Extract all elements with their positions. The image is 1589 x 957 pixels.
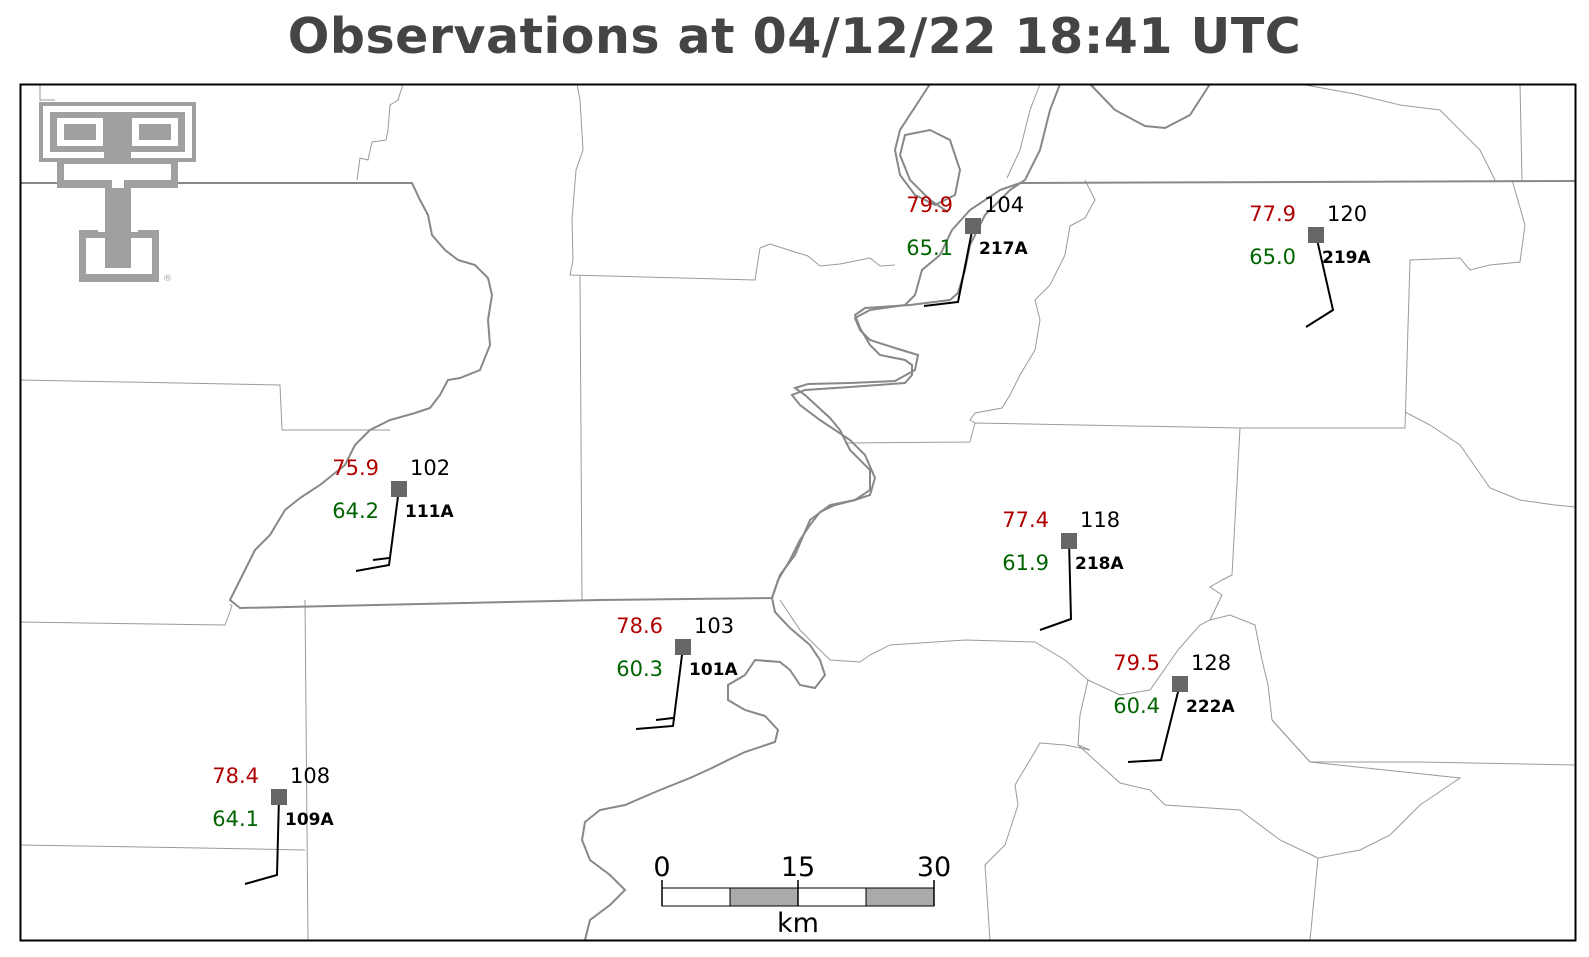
station-109A[interactable]: 78.4 108 64.1 109A [212,764,334,885]
station-id-label: 218A [1075,554,1124,574]
station-id-label: 222A [1186,697,1235,717]
station-222A[interactable]: 79.5 128 60.4 222A [1113,651,1235,763]
wind-barb [355,488,400,572]
wind-barb [1039,540,1073,631]
page-title: Observations at 04/12/22 18:41 UTC [287,8,1302,65]
station-marker[interactable] [675,639,691,655]
station-id-label: 109A [285,810,334,830]
station-id-label: 111A [405,502,454,522]
pressure-label: 128 [1191,651,1231,675]
station-217A[interactable]: 79.9 104 65.1 217A [906,193,1028,307]
county-boundaries [19,83,1576,941]
pressure-label: 102 [410,456,450,480]
station-plots: 79.9 104 65.1 217A 77.9 120 65.0 219A 75.9 102 64.… [212,193,1371,885]
dewpoint-label: 64.2 [332,499,379,523]
station-218A[interactable]: 77.4 118 61.9 218A [1002,508,1124,631]
wind-barb [1305,234,1335,328]
temperature-label: 77.4 [1002,508,1049,532]
station-marker[interactable] [1308,227,1324,243]
station-id-label: 219A [1322,248,1371,268]
registered-mark: ® [163,274,172,284]
pressure-label: 120 [1327,202,1367,226]
dewpoint-label: 65.0 [1249,245,1296,269]
scale-tick-15: 15 [781,852,815,883]
station-id-label: 217A [979,239,1028,259]
station-marker[interactable] [271,789,287,805]
pressure-label: 108 [290,764,330,788]
dewpoint-label: 60.3 [616,657,663,681]
station-id-label: 101A [689,660,738,680]
station-marker[interactable] [1061,533,1077,549]
wind-barb [244,796,280,885]
map-frame [19,83,1577,942]
scale-bar: 0 15 30 km [653,852,951,939]
texas-tech-double-t-logo: ® [39,102,196,284]
dewpoint-label: 64.1 [212,807,259,831]
station-marker[interactable] [1172,676,1188,692]
dewpoint-label: 60.4 [1113,694,1160,718]
temperature-label: 77.9 [1249,202,1296,226]
scale-unit: km [777,908,819,939]
station-marker[interactable] [391,481,407,497]
station-111A[interactable]: 75.9 102 64.2 111A [332,456,454,572]
pressure-label: 118 [1080,508,1120,532]
wind-barb [1127,683,1181,763]
temperature-label: 79.5 [1113,651,1160,675]
scale-tick-30: 30 [917,852,951,883]
temperature-label: 78.6 [616,614,663,638]
temperature-label: 79.9 [906,193,953,217]
wind-barb [923,225,974,307]
pressure-label: 104 [984,193,1024,217]
station-219A[interactable]: 77.9 120 65.0 219A [1249,202,1371,328]
temperature-label: 75.9 [332,456,379,480]
scale-tick-0: 0 [653,852,670,883]
wind-barb [635,646,684,730]
dewpoint-label: 61.9 [1002,551,1049,575]
station-marker[interactable] [965,218,981,234]
dewpoint-label: 65.1 [906,236,953,260]
temperature-label: 78.4 [212,764,259,788]
station-101A[interactable]: 78.6 103 60.3 101A [616,614,738,730]
pressure-label: 103 [694,614,734,638]
